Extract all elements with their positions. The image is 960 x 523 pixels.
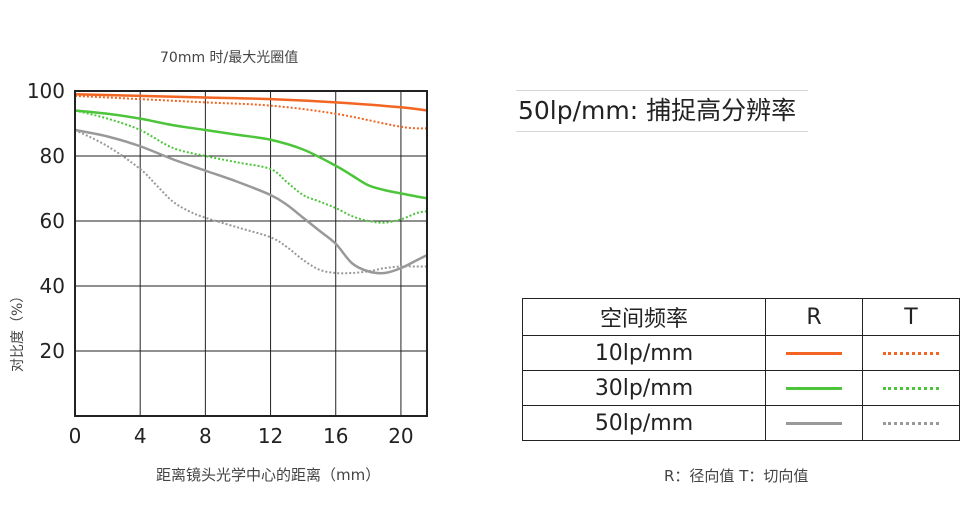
- y-tick-label: 20: [40, 339, 65, 363]
- legend-header-row: 空间频率 R T: [522, 298, 960, 336]
- chart-grid: [75, 90, 427, 416]
- y-tick-label: 40: [40, 274, 65, 298]
- y-tick-label: 100: [27, 79, 65, 103]
- legend-frequency-label: 50lp/mm: [522, 405, 766, 441]
- y-tick-label: 80: [40, 144, 65, 168]
- series-line: [74, 129, 427, 275]
- x-tick-label: 12: [258, 424, 283, 448]
- series-line: [74, 109, 428, 224]
- x-tick-label: 4: [134, 424, 147, 448]
- series-line: [74, 128, 428, 275]
- legend-swatch-r: [786, 422, 842, 425]
- footnote: R：径向值 T：切向值: [664, 467, 809, 485]
- legend-row: 10lp/mm: [522, 335, 960, 371]
- legend-swatch-r: [786, 387, 842, 390]
- legend-frequency-label: 30lp/mm: [522, 370, 766, 406]
- legend-header-r: R: [765, 298, 863, 336]
- y-tick-label: 60: [40, 209, 65, 233]
- x-tick-label: 8: [199, 424, 212, 448]
- legend-header-frequency: 空间频率: [522, 298, 766, 336]
- series-line: [74, 93, 428, 112]
- x-axis-label: 距离镜头光学中心的距离（mm）: [156, 466, 381, 484]
- legend-row: 50lp/mm: [522, 405, 960, 441]
- series-line: [74, 94, 428, 130]
- legend-swatch-t: [883, 422, 939, 425]
- chart-series: [74, 93, 428, 275]
- tick-labels: 20 40 60 80 100 0 4 8 12 16 20: [27, 79, 414, 448]
- legend-row: 30lp/mm: [522, 370, 960, 406]
- x-tick-label: 0: [69, 424, 82, 448]
- chart-title: 70mm 时/最大光圈值: [160, 50, 299, 66]
- y-axis-label: 对比度（%）: [10, 288, 26, 372]
- legend-frequency-label: 10lp/mm: [522, 335, 766, 371]
- legend-swatch-r: [786, 352, 842, 355]
- x-tick-label: 16: [323, 424, 348, 448]
- plot-frame: [74, 90, 428, 417]
- legend-table: 空间频率 R T 10lp/mm 30lp/mm 50lp/mm: [522, 298, 960, 441]
- legend-header-t: T: [862, 298, 960, 336]
- legend-swatch-t: [883, 387, 939, 390]
- legend-swatch-t: [883, 352, 939, 355]
- x-tick-label: 20: [388, 424, 413, 448]
- series-line: [74, 109, 428, 200]
- resolution-heading: 50lp/mm: 捕捉高分辨率: [516, 90, 808, 132]
